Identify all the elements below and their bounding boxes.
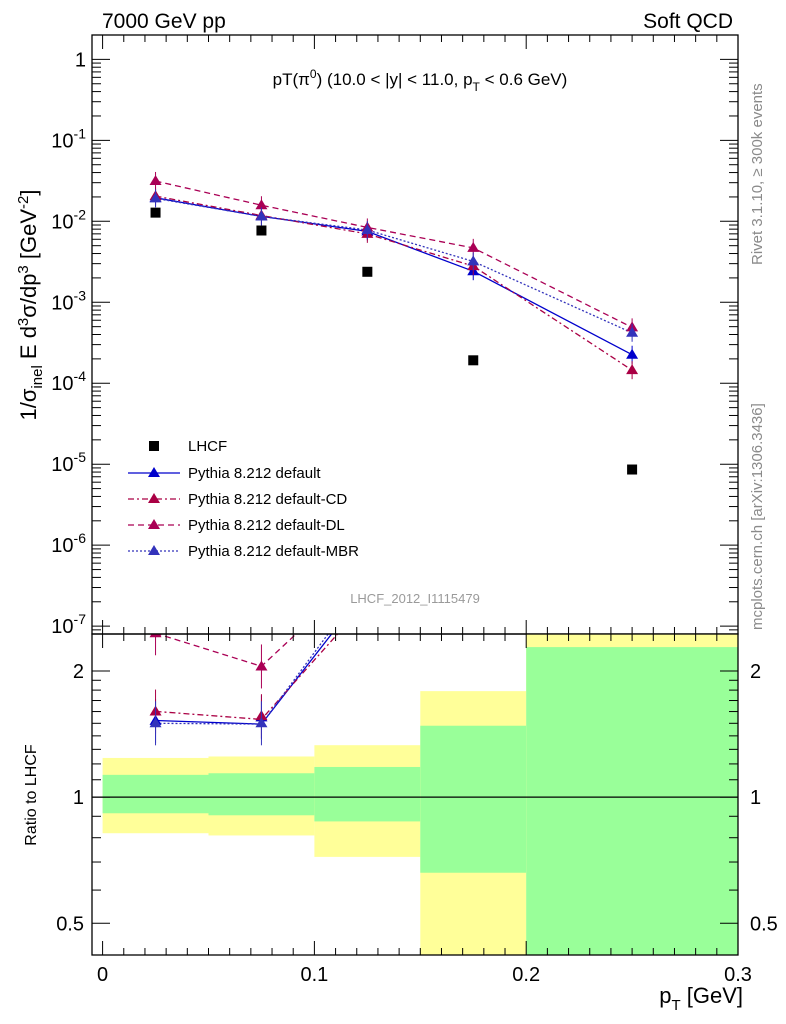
marker-mbr xyxy=(361,224,374,235)
main-y-tick-label: 10-6 xyxy=(51,530,86,557)
ratio-line-mbr xyxy=(155,634,329,725)
ratio-marker-mbr xyxy=(255,717,268,728)
legend-label-mbr: Pythia 8.212 default-MBR xyxy=(188,543,359,560)
legend-entry-cd: Pythia 8.212 default-CD xyxy=(128,491,347,508)
ratio-y-tick-label: 1 xyxy=(73,787,84,809)
series-line-cd xyxy=(155,195,633,371)
main-y-tick-label: 10-5 xyxy=(51,449,86,476)
ratio-line-cd xyxy=(155,634,339,721)
lhcf-data-point xyxy=(468,355,479,366)
legend-label-default: Pythia 8.212 default xyxy=(188,465,321,482)
lhcf-data-point xyxy=(256,225,267,236)
main-y-tick-label: 10-2 xyxy=(51,206,86,233)
marker-mbr xyxy=(149,192,162,203)
ratio-line-default xyxy=(155,634,333,725)
x-tick-label: 0.1 xyxy=(300,964,328,986)
ratio-marker-dl xyxy=(255,660,268,671)
legend-marker-lhcf xyxy=(149,441,159,451)
ratio-y-tick-label: 0.5 xyxy=(56,913,84,935)
header-energy: 7000 GeV pp xyxy=(102,10,226,33)
main-y-tick-label: 1 xyxy=(75,49,86,71)
plot-title: pT(π0) (10.0 < |y| < 11.0, pT < 0.6 GeV) xyxy=(273,67,568,94)
header-process: Soft QCD xyxy=(643,10,733,33)
ratio-plot-frame xyxy=(91,633,739,956)
ratio-band-inner xyxy=(102,774,209,814)
ratio-y-tick-label-right: 0.5 xyxy=(750,913,778,935)
ratio-band-inner xyxy=(420,725,527,873)
main-y-tick-label: 10-7 xyxy=(51,611,86,638)
legend-marker-dl xyxy=(148,519,160,529)
ratio-marker-dl xyxy=(149,634,162,638)
ratio-marker-mbr xyxy=(149,717,162,728)
lhcf-data-point xyxy=(362,266,373,277)
main-y-tick-label: 10-1 xyxy=(51,125,86,152)
rivet-label: Rivet 3.1.10, ≥ 300k events xyxy=(749,83,766,265)
legend-marker-mbr xyxy=(148,545,160,555)
ratio-band-inner xyxy=(526,647,738,955)
ratio-y-tick-label: 2 xyxy=(73,661,84,683)
ratio-band-inner xyxy=(208,773,315,816)
legend-entry-default: Pythia 8.212 default xyxy=(128,465,321,482)
analysis-id: LHCF_2012_I1115479 xyxy=(350,591,480,606)
main-y-tick-label: 10-4 xyxy=(51,368,86,395)
marker-cd xyxy=(626,364,639,375)
legend-entry-dl: Pythia 8.212 default-DL xyxy=(128,517,345,534)
marker-default xyxy=(626,348,639,359)
legend-label-dl: Pythia 8.212 default-DL xyxy=(188,517,345,534)
x-tick-label: 0.2 xyxy=(512,964,540,986)
marker-dl xyxy=(255,199,268,210)
ratio-band-inner xyxy=(314,766,421,822)
legend-entry-lhcf: LHCF xyxy=(149,438,227,455)
x-axis-label: pT [GeV] xyxy=(659,983,743,1014)
marker-mbr xyxy=(255,210,268,221)
marker-dl xyxy=(467,241,480,252)
lhcf-data-point xyxy=(150,207,161,218)
legend-label-cd: Pythia 8.212 default-CD xyxy=(188,491,347,508)
mcplots-label: mcplots.cern.ch [arXiv:1306.3436] xyxy=(749,403,766,630)
x-tick-label: 0 xyxy=(97,964,108,986)
ratio-y-tick-label-right: 2 xyxy=(750,661,761,683)
legend-label-lhcf: LHCF xyxy=(188,438,227,455)
ratio-y-tick-label-right: 1 xyxy=(750,787,761,809)
legend-marker-cd xyxy=(148,493,160,503)
marker-dl xyxy=(149,174,162,185)
marker-mbr xyxy=(626,326,639,337)
series-line-default xyxy=(155,197,633,356)
main-y-axis-label: 1/σinel E d3σ/dp3 [GeV-2] xyxy=(15,189,46,420)
legend: LHCF Pythia 8.212 default Pythia 8.212 d… xyxy=(128,438,359,560)
series-line-mbr xyxy=(155,197,633,334)
ratio-line-dl xyxy=(155,634,298,668)
main-y-tick-label: 10-3 xyxy=(51,287,86,314)
main-plot-panel: 1 10-1 10-2 10-3 10-4 10-5 10-6 10-7 xyxy=(51,34,739,638)
series-line-dl xyxy=(155,180,633,328)
x-tick-label: 0.3 xyxy=(724,964,752,986)
legend-marker-default xyxy=(148,467,160,477)
ratio-plot-panel: 0.5 0.5 1 1 2 2 0 0.1 0.2 0.3 xyxy=(56,633,778,986)
ratio-y-axis-label: Ratio to LHCF xyxy=(23,744,40,846)
lhcf-data-point xyxy=(627,464,638,475)
marker-mbr xyxy=(467,255,480,266)
legend-entry-mbr: Pythia 8.212 default-MBR xyxy=(128,543,359,560)
